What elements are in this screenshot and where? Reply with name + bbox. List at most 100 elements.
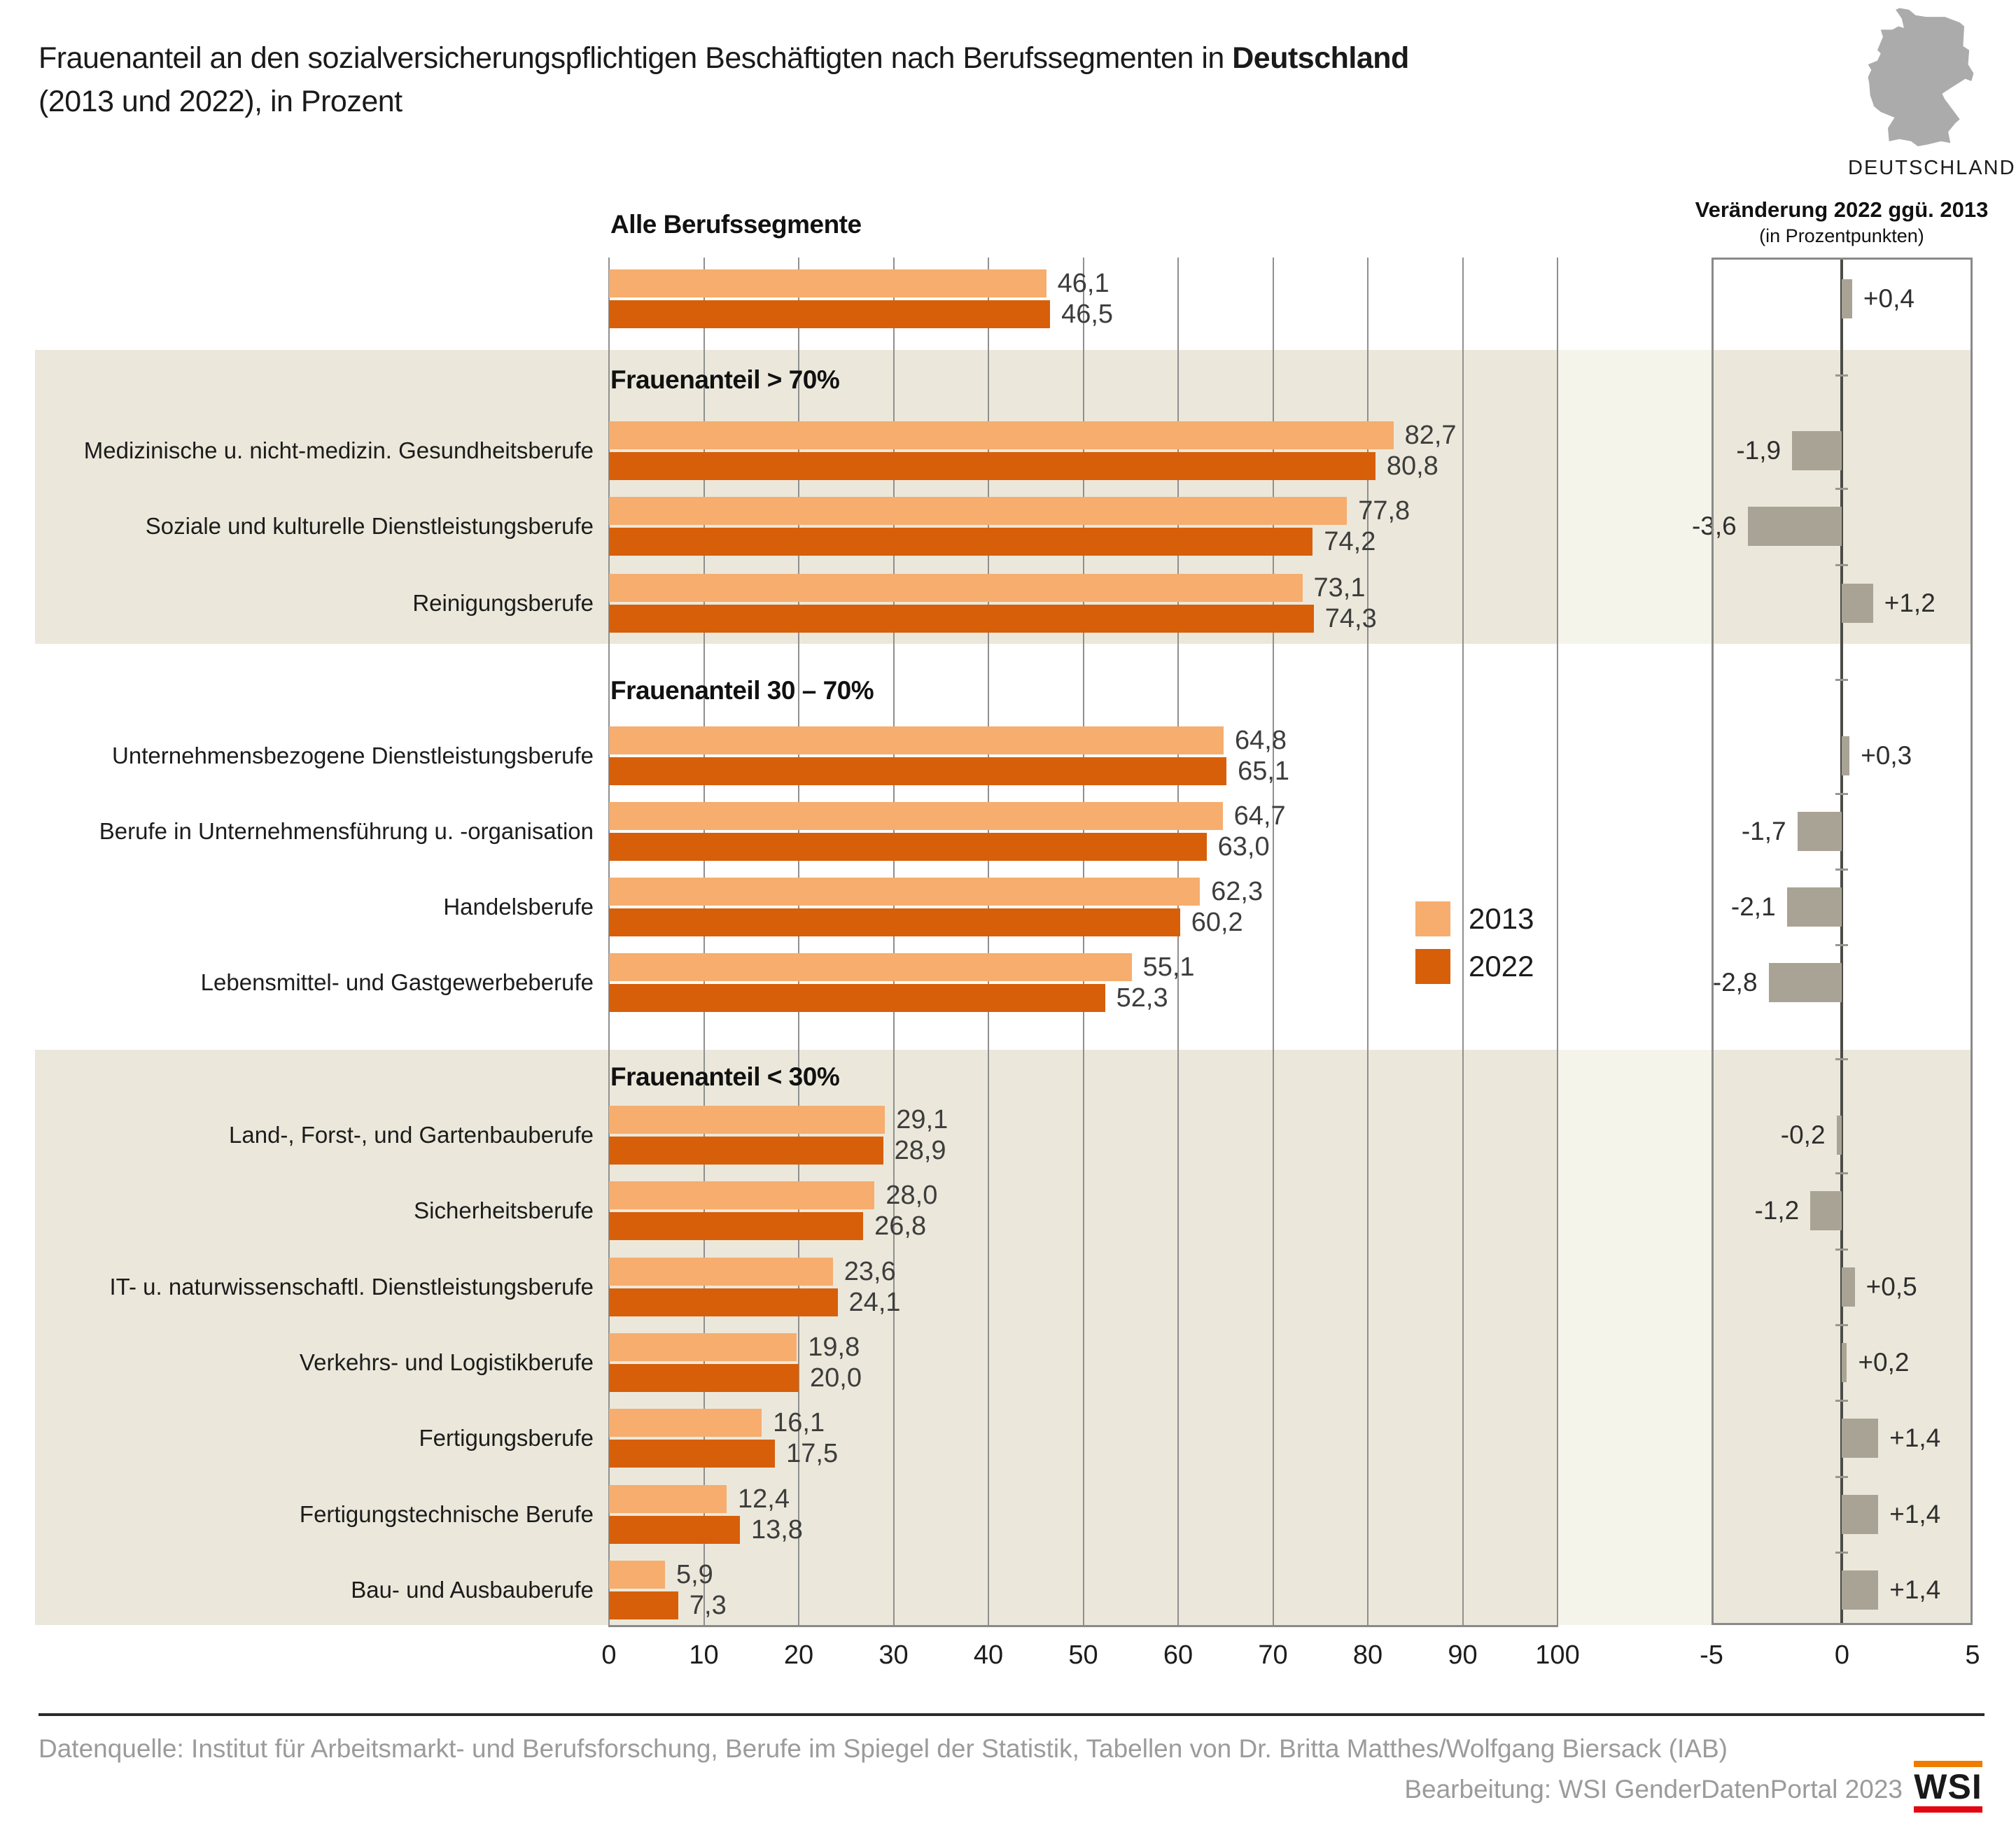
bar-2013 xyxy=(609,497,1348,525)
bar-2022 xyxy=(609,757,1227,785)
bar-2013 xyxy=(609,269,1046,297)
zero-axis-tick xyxy=(1835,374,1848,377)
value-label-2013: 12,4 xyxy=(738,1484,790,1514)
bar-2022 xyxy=(609,1591,678,1619)
value-label-2013: 19,8 xyxy=(808,1333,860,1362)
change-panel-header: Veränderung 2022 ggü. 2013 (in Prozentpu… xyxy=(1632,197,2016,247)
change-value-label: +1,4 xyxy=(1889,1575,1941,1604)
category-label: Handelsberufe xyxy=(443,894,594,920)
bar-2013 xyxy=(609,421,1394,449)
data-source-note: Datenquelle: Institut für Arbeitsmarkt- … xyxy=(38,1734,1728,1763)
x-axis-label: 70 xyxy=(1258,1640,1288,1670)
x-axis-label: 50 xyxy=(1068,1640,1098,1670)
bar-2022 xyxy=(609,833,1207,861)
bar-2022 xyxy=(609,300,1051,328)
legend-swatch-2013 xyxy=(1415,901,1450,936)
legend-label-2022: 2022 xyxy=(1469,950,1534,983)
germany-map-icon xyxy=(1868,8,1974,147)
change-bar xyxy=(1842,1419,1879,1458)
category-label: Land-, Forst-, und Gartenbauberufe xyxy=(229,1122,594,1148)
change-bar xyxy=(1842,736,1850,775)
change-axis-label: 5 xyxy=(1965,1640,1980,1670)
change-value-label: +0,4 xyxy=(1863,284,1914,313)
category-label: Fertigungsberufe xyxy=(419,1425,594,1451)
change-bar xyxy=(1836,1116,1842,1155)
bar-2013 xyxy=(609,574,1303,602)
change-axis-label: -5 xyxy=(1700,1640,1723,1670)
change-value-label: +1,4 xyxy=(1889,1500,1941,1528)
bar-2022 xyxy=(609,908,1180,936)
bar-2022 xyxy=(609,452,1376,480)
change-panel-border xyxy=(1712,258,1973,1625)
value-label-2013: 55,1 xyxy=(1142,952,1195,982)
change-bar xyxy=(1842,1343,1847,1382)
value-label-2022: 74,2 xyxy=(1324,527,1376,556)
value-label-2022: 13,8 xyxy=(750,1515,803,1545)
bar-2022 xyxy=(609,1440,776,1468)
change-value-label: +1,2 xyxy=(1884,589,1935,617)
bar-2022 xyxy=(609,605,1314,633)
x-axis-label: 20 xyxy=(783,1640,814,1670)
gridline xyxy=(1082,258,1084,1625)
bar-2022 xyxy=(609,1364,799,1392)
zero-axis-tick xyxy=(1835,1400,1848,1402)
wsi-logo: WSI xyxy=(1914,1761,1982,1813)
page-title: Frauenanteil an den sozialversicherungsp… xyxy=(38,36,1690,123)
change-bar xyxy=(1842,584,1873,623)
zero-axis-tick xyxy=(1835,944,1848,946)
legend-label-2013: 2013 xyxy=(1469,902,1534,935)
bar-2022 xyxy=(609,984,1105,1012)
bar-2022 xyxy=(609,1212,864,1240)
change-bar xyxy=(1842,1267,1855,1307)
value-label-2022: 52,3 xyxy=(1116,983,1168,1013)
section-header: Alle Berufssegmente xyxy=(610,210,862,239)
change-bar xyxy=(1786,887,1842,927)
change-bar xyxy=(1747,507,1842,546)
value-label-2022: 24,1 xyxy=(848,1288,901,1317)
value-label-2013: 77,8 xyxy=(1358,496,1410,526)
value-label-2013: 28,0 xyxy=(886,1181,938,1210)
zero-axis-tick xyxy=(1835,1172,1848,1174)
wsi-logo-red-bar xyxy=(1914,1806,1982,1813)
value-label-2013: 82,7 xyxy=(1404,421,1457,450)
category-label: IT- u. naturwissenschaftl. Dienstleistun… xyxy=(109,1274,594,1300)
value-label-2022: 80,8 xyxy=(1386,451,1438,481)
value-label-2013: 62,3 xyxy=(1211,877,1264,906)
zero-axis xyxy=(1840,258,1843,1625)
category-label: Medizinische u. nicht-medizin. Gesundhei… xyxy=(83,437,594,463)
zero-axis-tick xyxy=(1835,1475,1848,1478)
x-axis-label: 90 xyxy=(1448,1640,1478,1670)
zero-axis-tick xyxy=(1835,869,1848,871)
change-axis-label: 0 xyxy=(1834,1640,1850,1670)
change-panel-subtitle: (in Prozentpunkten) xyxy=(1759,225,1924,246)
category-label: Bau- und Ausbauberufe xyxy=(351,1577,594,1603)
bar-2013 xyxy=(609,1258,833,1286)
value-label-2022: 7,3 xyxy=(689,1591,727,1620)
wsi-logo-orange-bar xyxy=(1914,1761,1982,1767)
wsi-logo-text: WSI xyxy=(1914,1767,1982,1806)
bar-2013 xyxy=(609,1409,762,1437)
footer-divider xyxy=(38,1713,1984,1716)
category-label: Reinigungsberufe xyxy=(412,590,594,616)
change-value-label: -0,2 xyxy=(1780,1120,1826,1149)
zero-axis-tick xyxy=(1835,1552,1848,1554)
bar-2013 xyxy=(609,726,1224,754)
change-value-label: -1,7 xyxy=(1741,817,1786,845)
gridline xyxy=(1557,258,1558,1625)
value-label-2022: 17,5 xyxy=(786,1439,839,1468)
page-title-line2: (2013 und 2022), in Prozent xyxy=(38,85,402,118)
gridline xyxy=(1462,258,1464,1625)
bar-2013 xyxy=(609,1106,886,1134)
section-header: Frauenanteil > 70% xyxy=(610,365,840,394)
value-label-2022: 63,0 xyxy=(1217,832,1270,862)
x-axis-label: 30 xyxy=(878,1640,909,1670)
bar-2013 xyxy=(609,1485,727,1513)
change-value-label: -1,9 xyxy=(1736,436,1782,465)
bar-2013 xyxy=(609,1561,665,1589)
x-axis-label: 0 xyxy=(601,1640,617,1670)
change-bar xyxy=(1842,279,1852,318)
region-indicator: DEUTSCHLAND xyxy=(1848,4,2015,180)
value-label-2013: 29,1 xyxy=(896,1105,948,1134)
category-label: Sicherheitsberufe xyxy=(414,1197,594,1223)
